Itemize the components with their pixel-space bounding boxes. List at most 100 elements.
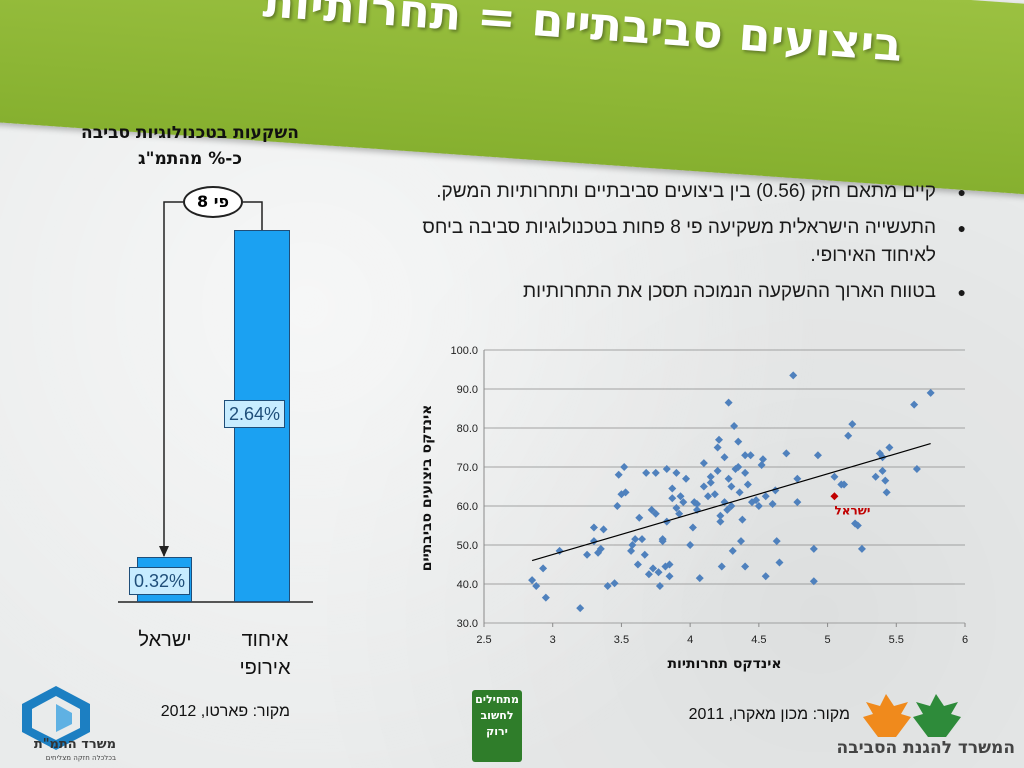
data-point xyxy=(710,490,719,499)
data-point xyxy=(757,461,766,470)
data-point xyxy=(638,535,647,544)
data-point xyxy=(761,492,770,501)
data-point xyxy=(772,537,781,546)
data-point xyxy=(662,464,671,473)
data-point xyxy=(715,435,724,444)
data-point xyxy=(754,502,763,510)
data-point xyxy=(716,517,725,526)
x-tick-label: 6 xyxy=(962,634,968,646)
y-tick-label: 50.0 xyxy=(457,540,478,552)
data-point xyxy=(735,488,744,497)
data-point xyxy=(631,535,640,544)
data-point xyxy=(649,564,658,573)
data-point xyxy=(717,562,726,571)
data-point xyxy=(679,498,688,507)
data-point xyxy=(686,541,695,549)
data-point xyxy=(594,548,603,557)
data-point xyxy=(782,449,791,458)
data-point xyxy=(910,400,919,409)
data-point xyxy=(793,498,802,507)
x-tick-label: 5 xyxy=(825,634,831,646)
x-tick-label: 3 xyxy=(550,634,556,646)
data-point xyxy=(809,544,818,553)
y-tick-label: 70.0 xyxy=(457,462,478,474)
category-israel: ישראל xyxy=(138,629,192,651)
economy-ministry-logo xyxy=(22,686,90,750)
data-point xyxy=(541,593,550,602)
data-point xyxy=(603,581,612,590)
data-point xyxy=(789,371,798,380)
data-point xyxy=(695,574,704,583)
data-point xyxy=(844,431,853,440)
y-tick-label: 30.0 xyxy=(457,618,478,630)
data-point xyxy=(746,451,755,460)
data-point xyxy=(682,474,691,483)
bullet-item: התעשייה הישראלית משקיעה פי 8 פחות בטכנול… xyxy=(406,214,966,270)
x-tick-label: 3.5 xyxy=(614,634,629,646)
y-tick-label: 100.0 xyxy=(450,345,478,357)
data-point xyxy=(644,570,653,579)
economy-ministry-name: משרד התמ"ת xyxy=(33,737,116,752)
category-eu-line1: איחוד xyxy=(241,629,289,651)
data-point xyxy=(752,496,761,505)
think-green-logo xyxy=(472,690,522,762)
data-point xyxy=(647,505,656,514)
bar-chart-source: מקור: פארטו, 2012 xyxy=(160,703,290,720)
data-point xyxy=(651,468,660,477)
data-point xyxy=(654,568,663,577)
x-axis-title: אינדקס תחרותיות xyxy=(667,656,782,672)
data-point xyxy=(621,488,630,497)
data-point xyxy=(840,480,849,489)
trendline xyxy=(531,443,931,562)
data-point xyxy=(620,463,629,471)
data-point xyxy=(809,577,818,586)
data-point xyxy=(651,509,660,518)
environment-ministry-logo xyxy=(863,694,961,737)
bar-chart-title-line1: השקעות בטכנולוגיות סביבה xyxy=(81,123,299,143)
x-tick-label: 5.5 xyxy=(889,634,904,646)
data-point xyxy=(727,502,736,510)
data-point xyxy=(699,482,708,491)
data-point xyxy=(640,550,649,559)
ratio-label: פי 8 xyxy=(183,186,243,218)
data-point xyxy=(658,537,667,546)
data-point xyxy=(857,544,866,553)
data-point xyxy=(690,498,699,507)
y-tick-label: 60.0 xyxy=(457,501,478,513)
x-tick-label: 4.5 xyxy=(751,634,766,646)
y-tick-label: 80.0 xyxy=(457,423,478,435)
data-point xyxy=(713,466,722,475)
data-point xyxy=(675,509,684,518)
data-point xyxy=(627,546,636,555)
bar-eu-value: 2.64% xyxy=(224,400,286,428)
bullet-item: בטווח הארוך ההשקעה הנמוכה תסכן את התחרות… xyxy=(406,278,966,306)
data-point xyxy=(741,562,750,571)
data-point xyxy=(875,449,884,458)
data-point xyxy=(853,521,862,530)
bar-chart-title: השקעות בטכנולוגיות סביבה כ-% מהתמ"ג xyxy=(40,120,340,172)
scatter-chart: 30.0 40.0 50.0 60.0 70.0 80.0 90.0 100.0 2.5 3 3.5… xyxy=(450,345,968,646)
x-tick-label: 4 xyxy=(687,634,693,646)
data-point xyxy=(610,579,619,588)
data-point xyxy=(704,492,713,501)
data-point xyxy=(727,482,736,491)
bullet-item: קיים מתאם חזק (0.56) בין ביצועים סביבתיי… xyxy=(406,178,966,206)
data-point xyxy=(730,422,739,431)
data-point xyxy=(736,537,745,546)
data-point xyxy=(761,572,770,581)
data-point xyxy=(848,420,857,429)
data-point xyxy=(599,525,608,534)
data-point xyxy=(813,451,822,460)
data-point xyxy=(635,513,644,522)
data-point xyxy=(668,494,677,503)
think-green-text: מתחילים לחשוב ירוק xyxy=(475,693,519,738)
data-point xyxy=(723,505,732,514)
data-point xyxy=(734,437,743,446)
data-point xyxy=(793,474,802,483)
data-point xyxy=(720,453,729,462)
category-eu: איחוד אירופי xyxy=(220,626,310,682)
data-point xyxy=(734,463,743,471)
data-point xyxy=(617,490,626,499)
data-point xyxy=(706,472,715,481)
